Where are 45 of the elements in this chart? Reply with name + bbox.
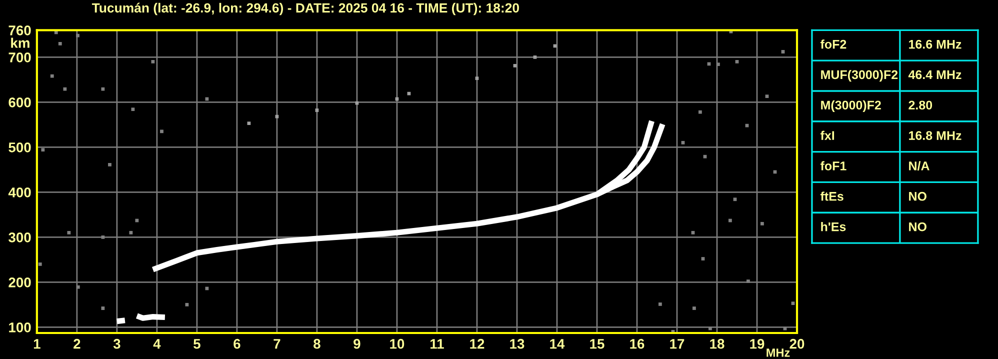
x-tick-label: 4 <box>153 339 161 349</box>
category-label: ftEs <box>820 192 844 201</box>
x-tick-label: 13 <box>510 338 524 349</box>
x-tick-label: 8 <box>314 338 320 349</box>
x-tick-label: 10 <box>390 338 404 349</box>
y-tick-label: 200 <box>8 277 31 288</box>
x-tick-label: 15 <box>590 339 604 349</box>
category-label: M(3000)F2 <box>821 100 881 112</box>
x-tick-label: 12 <box>470 338 484 349</box>
x-tick-label: 14 <box>550 339 565 349</box>
y-tick-label: 760 <box>8 25 31 36</box>
y-tick-label: 500 <box>8 142 31 152</box>
y-tick-label: 400 <box>8 187 31 198</box>
x-tick-label: 2 <box>74 338 80 349</box>
x-axis-title: MHz <box>766 348 790 357</box>
x-tick-label: 11 <box>430 339 444 349</box>
category-label: fxI <box>820 130 834 140</box>
y-tick-label: 600 <box>8 97 31 108</box>
x-tick-label: 7 <box>274 339 280 349</box>
x-tick-label: 18 <box>710 338 724 349</box>
chart-title: Tucumán (lat: -26.9, lon: 294.6) - DATE: 2025 04 16 - TIME (UT): 18:20 <box>92 2 519 16</box>
y-tick-label: 300 <box>8 232 31 242</box>
category-label: foF2 <box>820 40 846 49</box>
text: NO <box>909 192 926 201</box>
x-tick-label: 6 <box>234 338 240 349</box>
x-tick-label: 9 <box>354 338 360 349</box>
category-label: MUF(3000)F2 <box>821 70 898 82</box>
text: 16.6 MHz <box>909 40 962 49</box>
text: 46.4 MHz <box>908 70 962 80</box>
x-tick-label: 17 <box>670 339 684 349</box>
text: 16.8 MHz <box>909 131 962 140</box>
x-tick-label: 3 <box>113 338 120 349</box>
x-tick-label: 5 <box>194 339 200 349</box>
text: N/A <box>909 161 930 170</box>
y-axis-title: km <box>11 38 30 48</box>
y-tick-label: 700 <box>8 52 31 62</box>
category-label: foF1 <box>820 161 846 170</box>
category-label: h'Es <box>821 222 846 232</box>
x-tick-label: 19 <box>750 338 764 349</box>
x-tick-label: 20 <box>790 338 804 349</box>
text: NO <box>909 222 926 232</box>
x-tick-label: 1 <box>34 339 40 349</box>
x-tick-label: 16 <box>630 338 644 349</box>
y-tick-label: 100 <box>9 322 31 332</box>
text: 2.80 <box>908 100 932 110</box>
